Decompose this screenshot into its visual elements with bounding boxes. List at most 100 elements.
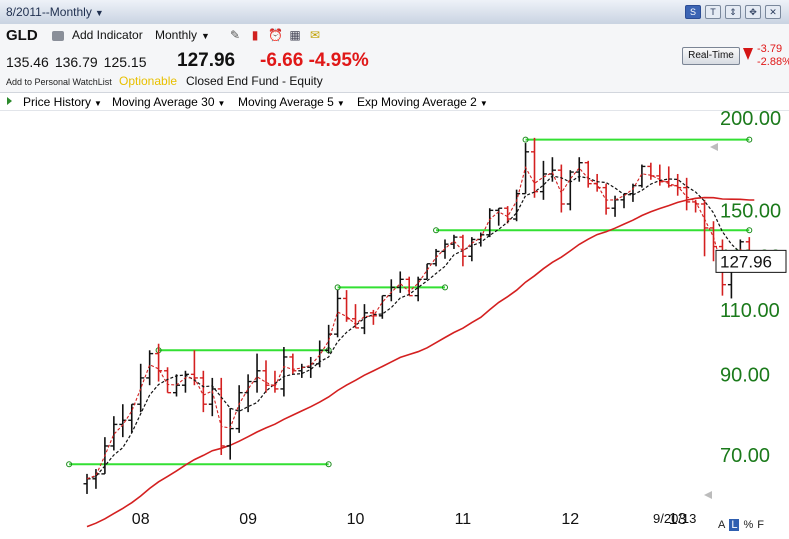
notes-icon[interactable]: ✉ [309,28,321,42]
price-bar [137,363,145,413]
close-icon[interactable]: ✕ [765,5,781,19]
chevron-down-icon: ▼ [479,99,488,108]
ema2-line [86,165,750,480]
tool-icons: ✎ ▮ ⏰ ▦ ✉ [228,28,322,42]
optionable-label: Optionable [119,74,178,88]
t-icon[interactable]: T [705,5,721,19]
scale-fit[interactable]: F [757,519,764,531]
price-bar [584,160,592,188]
add-to-watchlist-link[interactable]: Add to Personal WatchList [6,77,112,87]
horizontal-lines [66,136,753,468]
price-bar [513,189,521,222]
window-titlebar: 8/2011--Monthly ▼ S T ⇕ ✥ ✕ [0,0,789,25]
x-tick-label: 13 [669,511,687,528]
chevron-down-icon: ▼ [94,99,102,108]
price-bar [647,162,655,180]
price-bar [539,160,547,200]
add-indicator-button[interactable]: Add Indicator [72,28,143,42]
down-arrow-icon [743,48,753,60]
price-bar [262,360,270,393]
price-bar [396,271,404,293]
support-line-endpoint [442,284,448,291]
s-icon[interactable]: S [685,5,701,19]
symbol-field[interactable]: GLD [6,27,38,44]
price-bar [146,350,154,386]
chevron-down-icon: ▼ [217,99,226,108]
bar-chart-icon[interactable]: ▮ [251,28,259,42]
x-tick-label: 11 [455,511,472,528]
study-label: Exp Moving Average 2 [357,95,477,109]
price-chart[interactable]: 200.00150.00130.00110.0090.0070.00127.96… [0,110,789,539]
price-bar [226,408,234,460]
price-bar [683,177,691,211]
price-bar [656,164,664,186]
quote-header: GLD Add Indicator Monthly ▼ ✎ ▮ ⏰ ▦ ✉ 135… [0,24,789,92]
price-bar [620,192,628,209]
price-bar [83,473,91,494]
print-icon[interactable] [52,31,64,41]
study-price-history[interactable]: Price History ▼ [23,95,102,109]
y-tick-label: 150.00 [720,200,781,222]
price-bar [638,164,646,188]
period-dropdown[interactable]: Monthly ▼ [155,28,210,42]
x-tick-label: 12 [561,511,579,528]
support-line-endpoint [325,461,332,468]
y-tick-label: 90.00 [720,364,770,386]
price-bar [531,137,538,198]
last-price-box [715,249,787,273]
real-time-change: -3.79 -2.88% [757,43,789,69]
window-title[interactable]: 8/2011--Monthly ▼ [6,5,104,19]
study-label: Moving Average 30 [112,95,215,109]
scale-auto[interactable]: A [718,519,726,531]
real-time-button[interactable]: Real-Time [682,47,740,65]
study-ema2[interactable]: Exp Moving Average 2 ▼ [357,95,488,109]
price-bar [504,206,512,224]
study-ma30[interactable]: Moving Average 30 ▼ [112,95,225,109]
calculator-icon[interactable]: ▦ [289,28,301,42]
study-ma5[interactable]: Moving Average 5 ▼ [238,95,345,109]
price-bar [199,370,207,413]
price-bar [181,370,189,393]
expand-arrow-icon[interactable] [7,97,12,105]
ema2-layer [86,165,750,480]
date-label: 9/20/13 [653,511,696,526]
ma30-line [86,196,755,528]
scroll-up-icon[interactable] [710,143,718,151]
alarm-clock-icon[interactable]: ⏰ [268,28,283,42]
price-bar [378,294,386,319]
scale-controls: A L % F [718,519,764,531]
price-bar [343,290,351,322]
price-bar [468,237,476,262]
price-bar [405,276,413,297]
price-bar [701,199,709,257]
change-value: -6.66 [260,50,304,71]
y-tick-label: 110.00 [720,300,780,322]
x-tick-label: 08 [132,511,150,528]
scale-percent[interactable]: % [743,519,754,531]
price-bar [360,304,368,335]
price-bar [217,377,225,455]
price-bars [83,137,753,494]
x-tick-label: 09 [239,511,257,528]
price-bar [575,157,583,182]
move-icon[interactable]: ✥ [745,5,761,19]
price-bar [208,377,216,417]
studies-bar: Price History ▼ Moving Average 30 ▼ Moving… [0,92,789,111]
pin-icon[interactable]: ⇕ [725,5,741,19]
high-value: 136.79 [54,54,98,70]
chevron-down-icon[interactable]: ▼ [94,8,104,18]
price-bar [92,469,100,489]
support-line-endpoint [66,461,73,468]
chevron-down-icon: ▼ [336,99,345,108]
price-bar [495,207,503,226]
ma5-line [86,175,750,480]
scroll-down-icon[interactable] [704,491,712,499]
support-line-endpoint [746,227,753,234]
price-bar [110,416,118,451]
scale-log[interactable]: L [729,519,740,531]
price-bar [334,290,342,338]
price-bar [280,346,288,397]
drawing-tools-icon[interactable]: ✎ [229,28,241,42]
last-price-label: 127.96 [720,252,772,271]
price-bar [244,374,252,413]
